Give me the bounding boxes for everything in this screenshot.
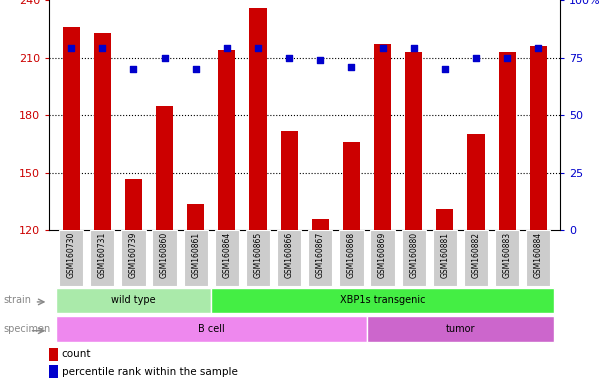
Bar [433,230,457,286]
Text: GSM160739: GSM160739 [129,232,138,278]
Bar [187,204,204,230]
Bar [90,230,114,286]
Point [160,55,169,61]
Bar [121,230,145,286]
Bar [153,230,177,286]
Bar [183,230,208,286]
Bar [277,230,301,286]
Bar [156,106,173,230]
Point [378,45,388,51]
Bar [526,230,551,286]
Bar [529,46,547,230]
Text: GSM160883: GSM160883 [502,232,511,278]
Text: strain: strain [3,295,31,306]
Bar [249,8,267,230]
Point [284,55,294,61]
Point [347,64,356,70]
Text: GSM160860: GSM160860 [160,232,169,278]
Bar [212,288,554,313]
Bar [343,142,360,230]
Text: GSM160881: GSM160881 [441,232,450,278]
Point [129,66,138,72]
Bar [374,44,391,230]
Bar [464,230,488,286]
Bar [370,230,395,286]
Point [191,66,201,72]
Text: GSM160866: GSM160866 [285,232,294,278]
Text: count: count [62,349,91,359]
Bar [49,348,58,361]
Text: GSM160882: GSM160882 [472,232,481,278]
Bar [218,50,236,230]
Bar [401,230,426,286]
Bar [468,134,484,230]
Text: specimen: specimen [3,324,50,334]
Text: B cell: B cell [198,324,225,334]
Bar [49,365,58,378]
Point [222,45,231,51]
Text: GSM160880: GSM160880 [409,232,418,278]
Bar [308,230,332,286]
Bar [55,288,212,313]
Bar [312,219,329,230]
Bar [63,27,80,230]
Text: tumor: tumor [446,324,475,334]
Point [534,45,543,51]
Bar [340,230,364,286]
Text: GSM160861: GSM160861 [191,232,200,278]
Point [471,55,481,61]
Bar [436,209,453,230]
Text: GSM160884: GSM160884 [534,232,543,278]
Bar [281,131,297,230]
Text: GSM160730: GSM160730 [67,232,76,278]
Bar [499,52,516,230]
Text: GSM160864: GSM160864 [222,232,231,278]
Point [253,45,263,51]
Text: percentile rank within the sample: percentile rank within the sample [62,367,237,377]
Bar [59,230,83,286]
Bar [405,52,423,230]
Text: GSM160865: GSM160865 [254,232,263,278]
Text: wild type: wild type [111,295,156,306]
Bar [55,316,367,342]
Point [409,45,418,51]
Text: XBP1s transgenic: XBP1s transgenic [340,295,426,306]
Point [440,66,450,72]
Point [66,45,76,51]
Point [502,55,512,61]
Bar [215,230,239,286]
Text: GSM160869: GSM160869 [378,232,387,278]
Bar [246,230,270,286]
Text: GSM160867: GSM160867 [316,232,325,278]
Bar [125,179,142,230]
Bar [495,230,519,286]
Text: GSM160868: GSM160868 [347,232,356,278]
Bar [367,316,554,342]
Point [97,45,107,51]
Text: GSM160731: GSM160731 [98,232,107,278]
Point [316,57,325,63]
Bar [94,33,111,230]
